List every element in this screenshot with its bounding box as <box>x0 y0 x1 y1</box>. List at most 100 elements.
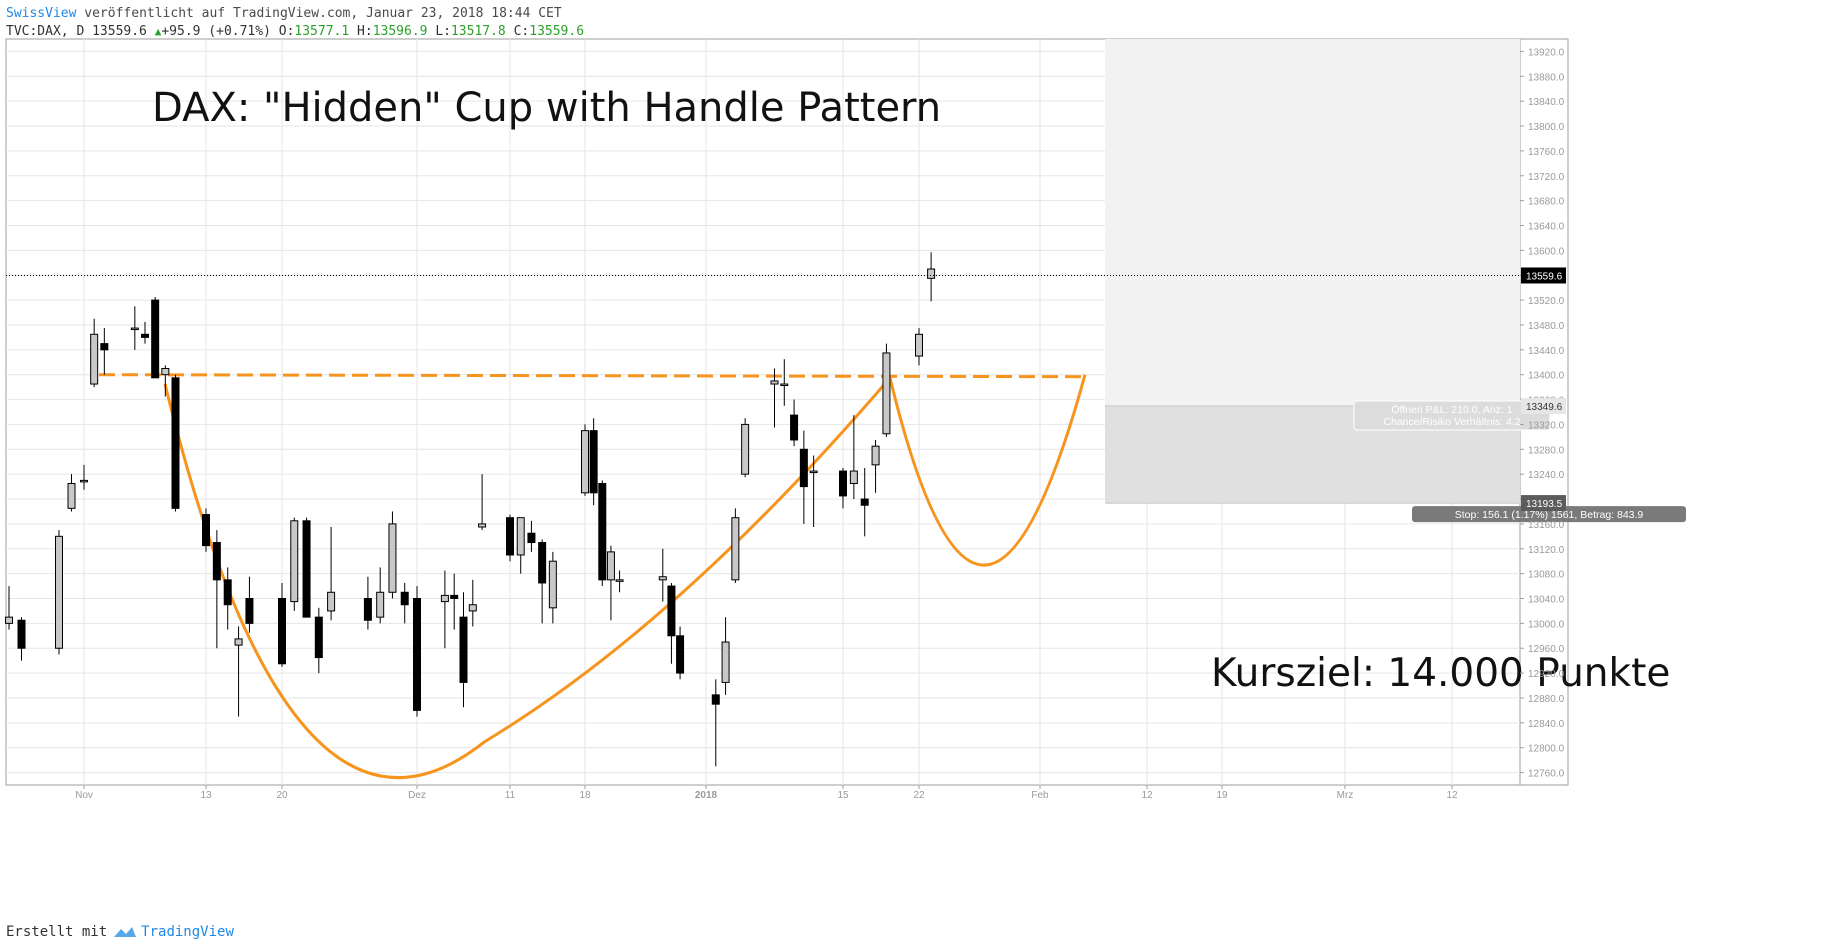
stop-price-badge-bg <box>1521 495 1566 512</box>
stop-price-badge: 13193.5 <box>1526 499 1563 510</box>
candle-bear <box>17 619 26 649</box>
x-tick-label: 12 <box>1141 790 1153 801</box>
tradingview-logo-icon <box>114 927 137 937</box>
candle-bull <box>849 470 858 484</box>
created-with-text: Erstellt mit <box>6 924 108 940</box>
target-annotation: Kursziel: 14.000 Punkte <box>1211 651 1670 696</box>
x-tick-label: Dez <box>408 790 426 801</box>
x-tick-label: Nov <box>75 790 93 801</box>
candle-bear <box>450 594 459 599</box>
author-link[interactable]: SwissView <box>6 6 77 21</box>
candle-bull <box>478 523 487 528</box>
candle-bear <box>223 579 232 606</box>
candle-bull <box>606 551 615 581</box>
y-tick-label: 13800.0 <box>1528 122 1565 133</box>
candle-bull <box>915 333 923 357</box>
candle-bull <box>548 560 557 609</box>
candle-bull <box>770 380 779 385</box>
y-tick-label: 13880.0 <box>1528 72 1565 83</box>
x-tick-label: Feb <box>1031 790 1049 801</box>
symbol-info: TVC:DAX, D 13559.6 <box>6 24 147 39</box>
change-value: +95.9 (+0.71%) <box>161 24 271 39</box>
candle-bear <box>363 598 372 621</box>
y-tick-label: 12840.0 <box>1528 719 1565 730</box>
y-tick-label: 13520.0 <box>1528 296 1565 307</box>
candle-bull <box>658 576 667 581</box>
candle-bull <box>741 423 750 475</box>
high-label: H: <box>357 24 373 39</box>
candle-bull <box>80 479 88 483</box>
candle-bull <box>780 383 789 387</box>
tradingview-brand: TradingView <box>141 924 234 940</box>
stop-info-box <box>1412 506 1686 523</box>
y-tick-label: 12960.0 <box>1528 644 1565 655</box>
candle-bull <box>731 517 740 581</box>
candle-bear <box>589 430 598 494</box>
y-tick-label: 13760.0 <box>1528 147 1565 158</box>
candle-bear <box>278 598 286 665</box>
low-label: L: <box>435 24 451 39</box>
candle-bear <box>151 299 160 379</box>
candle-bear <box>171 377 180 509</box>
x-tick-label: 19 <box>1216 790 1228 801</box>
candle-bear <box>202 514 210 547</box>
candle-bear <box>790 414 799 441</box>
candle-bear <box>212 542 221 581</box>
candle-bull <box>130 327 139 331</box>
candle-bear <box>538 542 547 584</box>
published-text: veröffentlicht auf TradingView.com, Janu… <box>76 6 562 21</box>
candle-bull <box>721 641 730 683</box>
y-tick-label: 13040.0 <box>1528 595 1565 606</box>
candle-bull <box>468 604 477 612</box>
x-tick-label: 11 <box>505 790 516 801</box>
last-price-badge: 13559.6 <box>1526 271 1563 282</box>
open-label: O: <box>278 24 295 39</box>
x-tick-label: 22 <box>913 790 925 801</box>
candle-bear <box>459 616 468 683</box>
x-tick-label: Mrz <box>1337 790 1354 801</box>
candle-bull <box>871 445 880 466</box>
candle-bear <box>598 482 607 581</box>
entry-price-badge: 13349.6 <box>1526 402 1563 413</box>
y-tick-label: 13280.0 <box>1528 445 1565 456</box>
change-up-icon: ▲ <box>154 25 162 38</box>
y-tick-label: 13680.0 <box>1528 197 1565 208</box>
tradingview-link[interactable]: TradingView <box>113 924 234 940</box>
y-tick-label: 12760.0 <box>1528 769 1565 780</box>
position-info-line1: Öffnen P&L: 210.0, Anz: 1 <box>1391 404 1512 416</box>
x-tick-label: 12 <box>1446 790 1458 801</box>
candle-bull <box>290 520 299 603</box>
close-value: 13559.6 <box>529 24 585 39</box>
candle-bull <box>327 591 336 612</box>
candle-bear <box>141 333 149 338</box>
y-tick-label: 13400.0 <box>1528 371 1565 382</box>
high-value: 13596.9 <box>372 24 428 39</box>
profit-zone <box>1105 39 1520 407</box>
candle-bull <box>388 523 397 593</box>
candle-bear <box>799 448 808 488</box>
candle-bull <box>376 591 385 618</box>
chart-header-publication: SwissView veröffentlicht auf TradingView… <box>6 6 562 21</box>
cup-right-curve <box>484 376 892 743</box>
y-tick-label: 13720.0 <box>1528 172 1565 183</box>
resistance-dashed-line <box>98 373 1086 379</box>
candle-bull <box>234 638 243 646</box>
last-price-badge-bg <box>1521 267 1566 284</box>
candle-bear <box>527 532 536 544</box>
candle-bull <box>927 268 936 279</box>
y-tick-label: 13160.0 <box>1528 520 1565 531</box>
candle-bull <box>581 430 589 494</box>
candle-bear <box>302 520 311 618</box>
low-value: 13517.8 <box>450 24 506 39</box>
stop-info-text: Stop: 156.1 (1.17%) 1561, Betrag: 843.9 <box>1455 509 1644 521</box>
candle-bear <box>100 343 109 351</box>
candle-bear <box>400 591 409 606</box>
candle-bull <box>440 594 449 603</box>
candle-bear <box>245 598 254 624</box>
candle-bull <box>55 535 63 649</box>
y-tick-label: 13240.0 <box>1528 470 1565 481</box>
candle-bear <box>711 694 720 705</box>
candle-bull <box>5 616 13 624</box>
position-info-box <box>1353 400 1551 431</box>
